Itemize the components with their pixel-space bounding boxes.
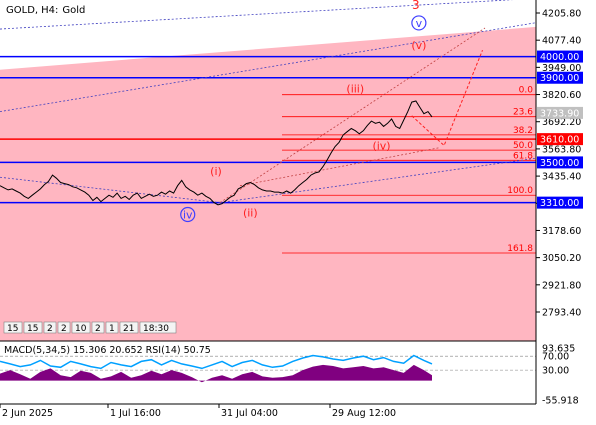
price-tick-label: 3949.00 bbox=[542, 63, 581, 74]
indicator-readout: MACD(5,34,5) 15.306 20.652 RSI(14) 50.75 bbox=[4, 345, 211, 356]
wave-label: (i) bbox=[210, 165, 222, 178]
period-button bbox=[105, 321, 119, 334]
chart-title: GOLD, H4: Gold bbox=[6, 5, 85, 16]
level-badge bbox=[537, 156, 583, 169]
channel-mid-line bbox=[0, 22, 537, 113]
pink-zone bbox=[0, 26, 536, 341]
period-label: 15 bbox=[7, 324, 18, 334]
price-tick-label: 2921.80 bbox=[542, 280, 581, 291]
wave-label: (iv) bbox=[372, 140, 390, 153]
macd-area bbox=[0, 364, 432, 383]
projection-path bbox=[411, 50, 483, 147]
level-badge-label: 3500.00 bbox=[540, 158, 579, 169]
time-tick-label: 29 Aug 12:00 bbox=[332, 408, 396, 419]
rsi-line bbox=[0, 354, 433, 370]
period-button bbox=[139, 321, 177, 334]
channel-top-line bbox=[0, 0, 515, 30]
fib-label: 23.6 bbox=[513, 108, 533, 118]
wave-label: (iii) bbox=[346, 83, 364, 96]
time-tick-label: 1 Jul 16:00 bbox=[110, 408, 161, 419]
price-tick-label: 3050.20 bbox=[542, 253, 581, 264]
current-price-badge-label: 3733.90 bbox=[540, 108, 579, 119]
period-buttons[interactable]: 15 15 2 2 10 2 1 21 18:30 bbox=[3, 321, 177, 334]
price-tick-label: 3435.40 bbox=[542, 172, 581, 183]
price-line bbox=[0, 100, 433, 206]
level-badge bbox=[537, 133, 583, 146]
indicator-tick-label: -55.918 bbox=[542, 396, 579, 407]
fib-label: 161.8 bbox=[507, 244, 533, 254]
wave-label: (v) bbox=[411, 39, 426, 52]
current-price-badge bbox=[537, 106, 583, 119]
level-badges: 4000.00 3900.00 3610.00 3500.00 3310.00 3733.… bbox=[537, 50, 583, 209]
period-label: 2 bbox=[47, 324, 53, 334]
fib-label: 0.0 bbox=[519, 86, 534, 96]
wave-label: (ii) bbox=[243, 206, 258, 219]
period-label: 15 bbox=[27, 324, 38, 334]
wave-label: iv bbox=[183, 209, 193, 222]
wave-label: v bbox=[416, 17, 423, 30]
period-label: 21 bbox=[123, 324, 134, 334]
price-panel: 0.0 23.6 38.2 50.061.8 100.0 161.8 3 v (v) (iii)… bbox=[0, 0, 537, 341]
price-tick-label: 4205.80 bbox=[542, 9, 581, 20]
level-badge-label: 3900.00 bbox=[540, 73, 579, 84]
level-badge-label: 3310.00 bbox=[540, 198, 579, 209]
trend-lines bbox=[0, 0, 537, 204]
level-badge bbox=[537, 50, 583, 63]
price-tick-label: 3178.60 bbox=[542, 226, 581, 237]
fib-label: 38.2 bbox=[513, 126, 533, 136]
period-label: 2 bbox=[95, 324, 101, 334]
fibonacci-levels: 0.0 23.6 38.2 50.061.8 100.0 161.8 bbox=[282, 86, 536, 254]
wave-base-line bbox=[239, 147, 441, 187]
period-button bbox=[23, 321, 43, 334]
wave-trend-line bbox=[219, 27, 486, 203]
indicator-tick-label: 30.00 bbox=[542, 366, 569, 377]
wave-label: 3 bbox=[412, 0, 420, 12]
period-button bbox=[119, 321, 139, 334]
wave-labels: 3 v (v) (iii) (iv) (i) (ii) iv bbox=[180, 0, 427, 223]
indicator-tick-label: 93.635 bbox=[542, 344, 575, 355]
level-badge bbox=[537, 71, 583, 84]
fib-label: 50.0 bbox=[513, 141, 533, 151]
channel-low-line-b bbox=[219, 157, 537, 204]
price-tick-label: 2793.40 bbox=[542, 308, 581, 319]
time-tick-label: 2 Jun 2025 bbox=[2, 408, 53, 419]
period-label: 10 bbox=[75, 324, 87, 334]
level-badge-label: 4000.00 bbox=[540, 52, 579, 63]
level-badge bbox=[537, 196, 583, 209]
price-tick-label: 3692.20 bbox=[542, 117, 581, 128]
fib-label: 61.8 bbox=[513, 151, 533, 161]
price-tick-label: 4077.40 bbox=[542, 36, 581, 47]
period-label: 2 bbox=[61, 324, 67, 334]
period-label: 18:30 bbox=[143, 324, 169, 334]
level-badge-label: 3610.00 bbox=[540, 135, 579, 146]
horizontal-levels bbox=[0, 55, 536, 204]
period-label: 1 bbox=[109, 324, 115, 334]
period-button bbox=[71, 321, 91, 334]
period-button bbox=[43, 321, 57, 334]
period-button bbox=[57, 321, 71, 334]
price-tick-label: 3563.80 bbox=[542, 144, 581, 155]
period-button bbox=[3, 321, 23, 334]
wave-circle bbox=[411, 15, 427, 31]
wave-circle bbox=[180, 206, 196, 223]
time-tick-label: 31 Jul 04:00 bbox=[221, 408, 278, 419]
period-button bbox=[91, 321, 105, 334]
indicator-panel: MACD(5,34,5) 15.306 20.652 RSI(14) 50.75 bbox=[0, 345, 536, 383]
time-axis: 2 Jun 2025 1 Jul 16:00 31 Jul 04:00 29 Aug … bbox=[0, 404, 396, 419]
fib-label: 100.0 bbox=[507, 186, 533, 196]
indicator-levels bbox=[0, 355, 536, 371]
price-tick-label: 3820.60 bbox=[542, 90, 581, 101]
channel-low-line-a bbox=[0, 176, 221, 204]
indicator-tick-label: 70.00 bbox=[542, 352, 569, 363]
